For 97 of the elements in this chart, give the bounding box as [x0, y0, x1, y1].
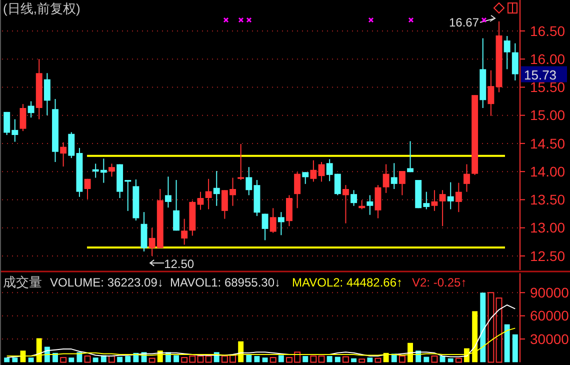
candlestick [286, 194, 292, 227]
annotation: VOLUME: 36223.09↓ [50, 275, 164, 290]
candlestick [84, 178, 91, 200]
bar [174, 355, 180, 362]
bar [278, 355, 284, 362]
chart-title: (日线,前复权) [3, 1, 80, 16]
bar [262, 358, 268, 362]
candlestick [270, 208, 276, 234]
candlestick [447, 182, 454, 210]
candlestick [439, 190, 446, 227]
bar [455, 358, 462, 363]
y-tick-label: 13.00 [530, 220, 566, 236]
candlestick [164, 176, 172, 208]
bar [488, 292, 494, 363]
bar [367, 358, 373, 362]
candlestick [374, 184, 382, 219]
candlestick [390, 162, 398, 190]
candlestick [302, 172, 309, 184]
candlestick [488, 70, 494, 116]
bar [398, 356, 406, 363]
candlestick [213, 170, 220, 206]
bar [480, 292, 486, 362]
candlestick [197, 191, 204, 210]
chart-title: 成交量 [3, 274, 42, 290]
y-tick-label: 90000 [530, 284, 570, 301]
bar [125, 356, 131, 362]
bar [440, 356, 446, 362]
bar [92, 358, 98, 362]
candlestick [310, 160, 317, 182]
bar [431, 356, 438, 363]
candlestick [504, 36, 510, 70]
bar [28, 358, 34, 362]
candlestick [278, 212, 284, 236]
candlestick [173, 180, 180, 232]
y-tick-label: 14.00 [530, 163, 566, 180]
candlestick [407, 140, 414, 173]
bar [76, 352, 82, 362]
bar [205, 356, 212, 363]
y-tick-label: 13.50 [530, 192, 566, 208]
y-tick-label: 15.00 [530, 107, 566, 124]
bar [374, 358, 382, 363]
bar [68, 358, 74, 362]
bar [318, 356, 325, 363]
candlestick [512, 42, 518, 81]
candlestick [464, 164, 470, 192]
candlestick [342, 184, 349, 224]
candlestick [44, 72, 50, 116]
candlestick [455, 182, 462, 213]
y-tick-label: 60000 [530, 308, 570, 324]
y-tick-label: 30000 [530, 330, 570, 347]
bar [4, 358, 10, 362]
annotation: MAVOL2: 44482.66↑ [292, 275, 403, 290]
annotation: 12.50 [164, 256, 194, 271]
candlestick [181, 218, 188, 246]
bar [108, 356, 115, 363]
bar [512, 334, 518, 362]
bar [342, 356, 349, 363]
candlestick [262, 213, 268, 241]
bar [117, 356, 123, 362]
bar [504, 324, 510, 362]
candlestick [108, 163, 115, 178]
candlestick [366, 194, 374, 216]
bar [60, 357, 67, 363]
bar [424, 356, 430, 362]
y-tick-label: 14.50 [530, 135, 566, 152]
y-tick-label: 16.50 [530, 22, 566, 39]
candlestick [205, 178, 212, 210]
bar [254, 356, 260, 362]
bar [496, 298, 502, 363]
bar [148, 358, 156, 363]
bar [448, 358, 454, 362]
bar [302, 356, 308, 362]
bar [197, 356, 204, 363]
bar [84, 356, 91, 363]
annotation: 16.67 [448, 15, 480, 30]
annotation: MAVOL1: 68955.30↓ [170, 275, 281, 290]
candlestick [318, 162, 325, 182]
bar [270, 357, 276, 363]
candlestick [238, 144, 244, 180]
bar [358, 358, 366, 363]
candlestick [398, 170, 406, 196]
bar [12, 358, 18, 362]
candlestick [382, 164, 390, 194]
bar [310, 356, 317, 363]
bar [334, 356, 340, 362]
candlestick [294, 172, 301, 209]
candlestick [20, 104, 26, 132]
bar [326, 356, 332, 362]
bar [351, 358, 357, 362]
y-tick-label: 16.00 [530, 50, 566, 67]
candlestick [431, 190, 438, 212]
candlestick [28, 100, 34, 118]
annotation: V2: -0.25↑ [412, 275, 467, 290]
bar [246, 354, 252, 362]
y-tick-label: 12.50 [530, 248, 566, 264]
candlestick [60, 142, 67, 167]
candlestick [350, 190, 358, 206]
